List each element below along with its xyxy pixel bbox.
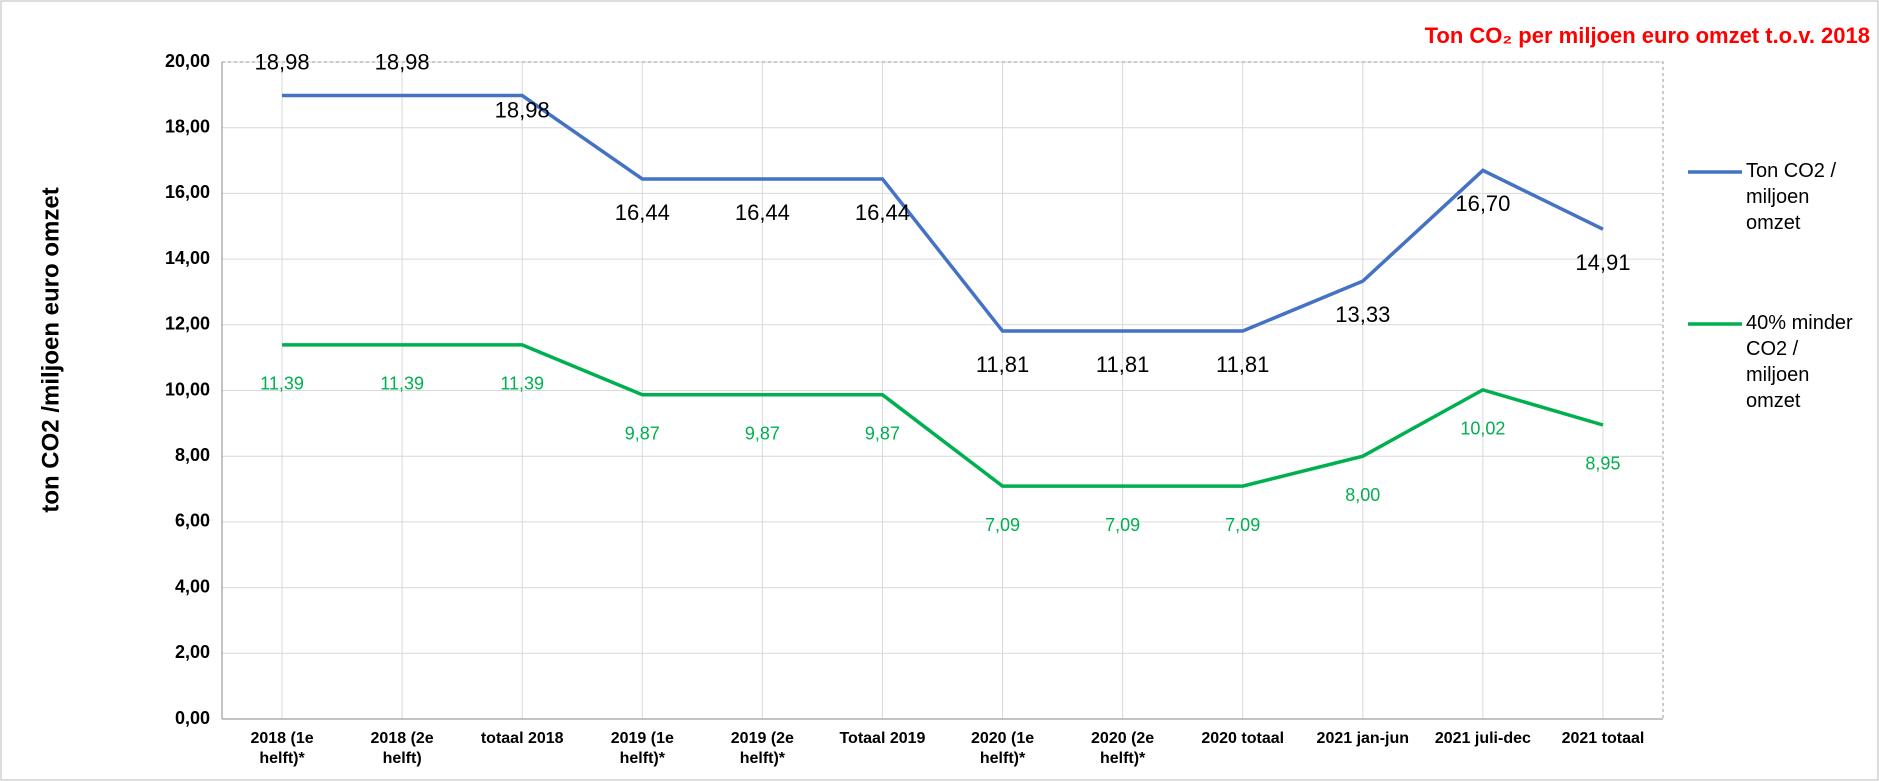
y-tick-label: 2,00 <box>175 642 210 662</box>
line-series <box>282 343 1604 488</box>
x-tick-label: 2021 totaal <box>1562 730 1645 747</box>
data-label: 16,44 <box>615 200 670 225</box>
data-label: 10,02 <box>1460 419 1505 439</box>
plot-border <box>222 61 1664 719</box>
y-tick-label: 20,00 <box>165 51 210 71</box>
data-label: 9,87 <box>865 424 900 444</box>
data-label: 7,09 <box>1225 515 1260 535</box>
x-tick-label: 2020 totaal <box>1201 730 1284 747</box>
data-label: 18,98 <box>495 97 550 122</box>
data-label: 14,91 <box>1575 250 1630 275</box>
data-label: 9,87 <box>625 424 660 444</box>
x-tick-label: totaal 2018 <box>481 730 564 747</box>
data-label: 8,95 <box>1585 454 1620 474</box>
x-tick-label: 2019 (2e helft)* <box>731 730 794 767</box>
x-tick-label: 2018 (2e helft) <box>371 730 434 767</box>
data-label: 11,81 <box>1096 352 1149 377</box>
legend-label: 40% minder CO2 /miljoen omzet <box>1746 312 1853 412</box>
x-tick-label: Totaal 2019 <box>839 730 925 747</box>
chart-title: Ton CO₂ per miljoen euro omzet t.o.v. 20… <box>1425 23 1870 48</box>
legend-label: Ton CO2 /miljoen omzet <box>1746 160 1836 234</box>
x-tick-label: 2021 juli-dec <box>1435 730 1531 747</box>
y-tick-label: 8,00 <box>175 445 210 465</box>
data-label: 11,81 <box>976 352 1029 377</box>
x-tick-label: 2020 (2e helft)* <box>1091 730 1154 767</box>
x-tick-label: 2021 jan-jun <box>1317 730 1409 747</box>
data-label: 7,09 <box>1105 515 1140 535</box>
y-tick-label: 18,00 <box>165 116 210 136</box>
data-label: 11,39 <box>380 374 424 394</box>
x-tick-label: 2019 (1e helft)* <box>611 730 674 767</box>
x-tick-label: 2018 (1e helft)* <box>250 730 313 767</box>
data-label: 11,39 <box>500 374 544 394</box>
y-tick-label: 12,00 <box>165 314 210 334</box>
x-tick-label: 2020 (1e helft)* <box>971 730 1034 767</box>
data-label: 9,87 <box>745 424 780 444</box>
data-label: 7,09 <box>985 515 1020 535</box>
data-label: 11,81 <box>1216 352 1269 377</box>
data-label: 18,98 <box>375 49 430 74</box>
data-label: 16,70 <box>1455 191 1510 216</box>
y-tick-label: 10,00 <box>165 379 210 399</box>
data-label: 13,33 <box>1335 302 1390 327</box>
y-tick-label: 16,00 <box>165 182 210 202</box>
y-tick-label: 14,00 <box>165 248 210 268</box>
data-label: 8,00 <box>1345 485 1380 505</box>
data-label: 11,39 <box>260 374 304 394</box>
data-label: 16,44 <box>735 200 790 225</box>
y-tick-label: 4,00 <box>175 576 210 596</box>
line-series <box>282 93 1604 333</box>
data-label: 16,44 <box>855 200 910 225</box>
data-label: 18,98 <box>255 49 310 74</box>
y-tick-label: 0,00 <box>175 708 210 728</box>
y-tick-label: 6,00 <box>175 511 210 531</box>
y-axis-label: ton CO2 /miljoen euro omzet <box>37 187 64 512</box>
